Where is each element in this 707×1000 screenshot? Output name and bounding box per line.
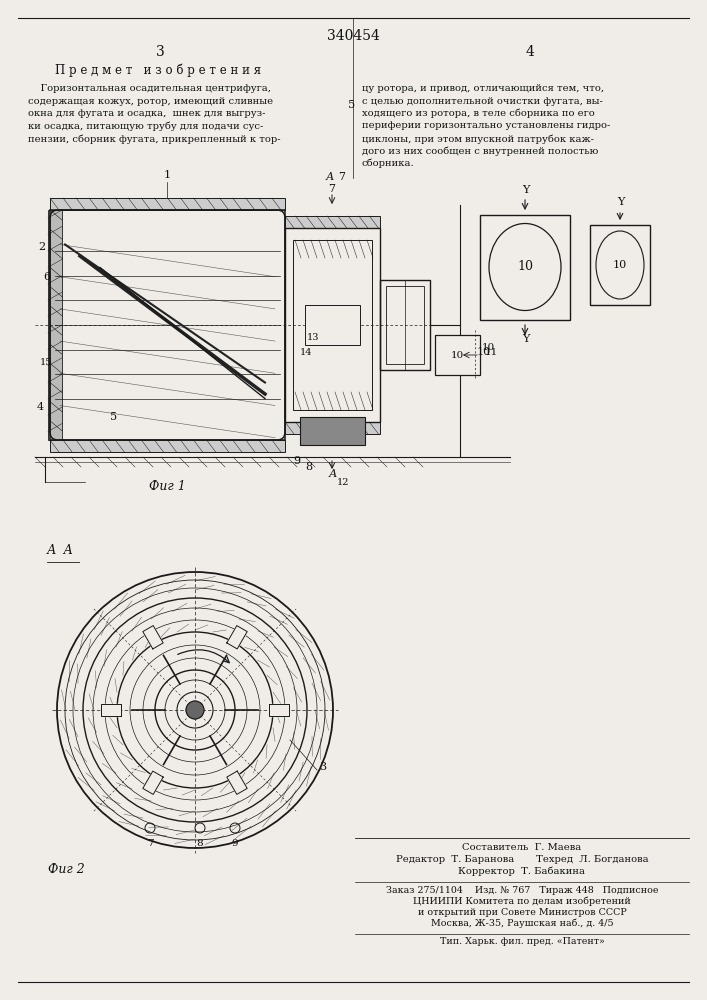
Text: 8: 8 [197,839,204,848]
Text: 15: 15 [40,358,52,367]
Text: Горизонтальная осадительная центрифуга,: Горизонтальная осадительная центрифуга, [28,84,271,93]
Text: ки осадка, питающую трубу для подачи сус-: ки осадка, питающую трубу для подачи сус… [28,121,264,131]
Polygon shape [227,626,247,649]
Text: 9: 9 [293,456,300,466]
Bar [285,228,380,422]
Bar [50,440,285,452]
Text: периферии горизонтально установлены гидро-: периферии горизонтально установлены гидр… [362,121,610,130]
Bar [285,216,380,228]
Bar [48,210,62,440]
Text: Заказ 275/1104    Изд. № 767   Тираж 448   Подписное: Заказ 275/1104 Изд. № 767 Тираж 448 Подп… [386,886,658,895]
Text: А  А: А А [47,544,74,557]
Polygon shape [227,771,247,794]
Text: 1: 1 [163,170,170,180]
Bar [480,215,570,320]
Text: Y: Y [522,185,530,195]
Text: окна для фугата и осадка,  шнек для выгруз-: окна для фугата и осадка, шнек для выгру… [28,109,266,118]
Bar [380,280,430,370]
Text: 13: 13 [307,333,320,342]
Text: 10: 10 [517,260,533,273]
Text: 10: 10 [482,343,495,352]
Text: 10: 10 [613,260,627,270]
Text: П р е д м е т   и з о б р е т е н и я: П р е д м е т и з о б р е т е н и я [55,63,261,77]
Text: 9: 9 [232,839,238,848]
Text: 5: 5 [110,412,117,422]
Bar [50,198,285,210]
Text: 14: 14 [300,348,312,357]
Text: 10: 10 [450,351,464,360]
Text: 11: 11 [485,348,498,357]
Text: циклоны, при этом впускной патрубок каж-: циклоны, при этом впускной патрубок каж- [362,134,594,143]
Bar [50,210,285,440]
Text: ходящего из ротора, в теле сборника по его: ходящего из ротора, в теле сборника по е… [362,109,595,118]
Polygon shape [143,771,163,794]
Text: 7: 7 [338,172,345,182]
Bar [285,422,380,434]
Circle shape [186,701,204,719]
Text: А: А [326,172,334,182]
Polygon shape [269,704,289,716]
Text: сборника.: сборника. [362,159,414,168]
Text: 12: 12 [337,478,349,487]
Text: ЦНИИПИ Комитета по делам изобретений: ЦНИИПИ Комитета по делам изобретений [413,896,631,906]
Text: и открытий при Совете Министров СССР: и открытий при Совете Министров СССР [418,908,626,917]
Text: с целью дополнительной очистки фугата, вы-: с целью дополнительной очистки фугата, в… [362,97,603,105]
Bar [435,335,480,375]
Text: 8: 8 [305,462,312,472]
Text: содержащая кожух, ротор, имеющий сливные: содержащая кожух, ротор, имеющий сливные [28,97,273,105]
Bar [300,417,365,445]
Bar [386,286,424,364]
Text: Y: Y [617,197,624,207]
Text: Y: Y [522,334,530,344]
Text: Фиг 2: Фиг 2 [48,863,85,876]
Text: 7: 7 [146,839,153,848]
Text: дого из них сообщен с внутренней полостью: дого из них сообщен с внутренней полость… [362,146,598,156]
Text: 4: 4 [37,402,44,412]
Text: Фиг 1: Фиг 1 [148,480,185,493]
Text: А: А [329,469,337,479]
Text: пензии, сборник фугата, прикрепленный к тор-: пензии, сборник фугата, прикрепленный к … [28,134,281,143]
Text: Корректор  Т. Бабакина: Корректор Т. Бабакина [459,866,585,876]
Text: 5: 5 [349,100,356,110]
Bar [590,225,650,305]
Text: 4: 4 [525,45,534,59]
Text: 2: 2 [38,242,45,252]
Text: 3: 3 [156,45,164,59]
Bar [293,240,372,410]
Text: Тип. Харьк. фил. пред. «Патент»: Тип. Харьк. фил. пред. «Патент» [440,937,604,946]
Polygon shape [143,626,163,649]
Text: Москва, Ж-35, Раушская наб., д. 4/5: Москва, Ж-35, Раушская наб., д. 4/5 [431,918,613,928]
Text: Составитель  Г. Маева: Составитель Г. Маева [462,843,582,852]
Text: 7: 7 [329,184,336,194]
Text: 3: 3 [319,762,326,772]
Polygon shape [101,704,121,716]
Text: 6: 6 [43,272,50,282]
Text: Редактор  Т. Баранова       Техред  Л. Богданова: Редактор Т. Баранова Техред Л. Богданова [396,855,648,864]
Bar [305,305,360,345]
Text: 340454: 340454 [327,29,380,43]
Text: цу ротора, и привод, отличающийся тем, что,: цу ротора, и привод, отличающийся тем, ч… [362,84,604,93]
Text: 10: 10 [477,347,491,357]
